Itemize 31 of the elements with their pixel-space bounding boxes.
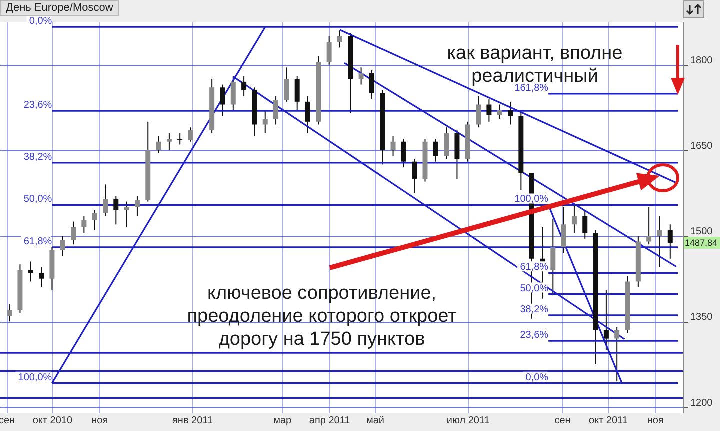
annotation: 0,0% <box>29 16 52 28</box>
annotation: 100,0% <box>514 194 549 206</box>
chart-title: День Europe/Moscow <box>0 0 120 16</box>
x-tick-label: мар <box>274 416 292 426</box>
x-tick-label: апр 2011 <box>309 416 351 426</box>
annotation: 38,2% <box>24 152 52 163</box>
y-tick-label: 1500 <box>690 226 714 238</box>
annotation: 0,0% <box>526 372 549 384</box>
annotation: 38,2% <box>520 304 549 316</box>
x-tick-label: сен <box>554 416 571 426</box>
x-tick-label: окт 2011 <box>589 416 628 426</box>
annotation: 23,6% <box>520 330 549 342</box>
annotation: 61,8% <box>24 236 52 248</box>
x-tick-label: ноя <box>92 416 108 426</box>
annotation: 50,0% <box>24 194 52 206</box>
y-tick-label: 1200 <box>690 398 714 409</box>
y-tick-label: 1350 <box>690 312 714 324</box>
annotation: 61,8% <box>520 262 549 274</box>
annotation: 23,6% <box>24 100 52 112</box>
annotation: ключевое сопротивление, преодоление которого откроет дорогу на 1750 пунктов <box>187 283 458 350</box>
x-tick-label: янв 2011 <box>172 416 214 426</box>
annotation: 1487,84 <box>685 238 718 248</box>
y-tick-label: 1800 <box>690 55 714 66</box>
x-tick-label: окт 2010 <box>32 416 73 426</box>
annotation: 100,0% <box>18 372 52 384</box>
annotation: 161,8% <box>514 82 549 94</box>
x-tick-label: ноя <box>647 416 664 426</box>
x-tick-label: июл 2011 <box>446 416 490 426</box>
y-tick-label: 1650 <box>690 140 714 152</box>
annotation: 50,0% <box>520 283 549 294</box>
x-tick-label: май <box>366 416 385 426</box>
